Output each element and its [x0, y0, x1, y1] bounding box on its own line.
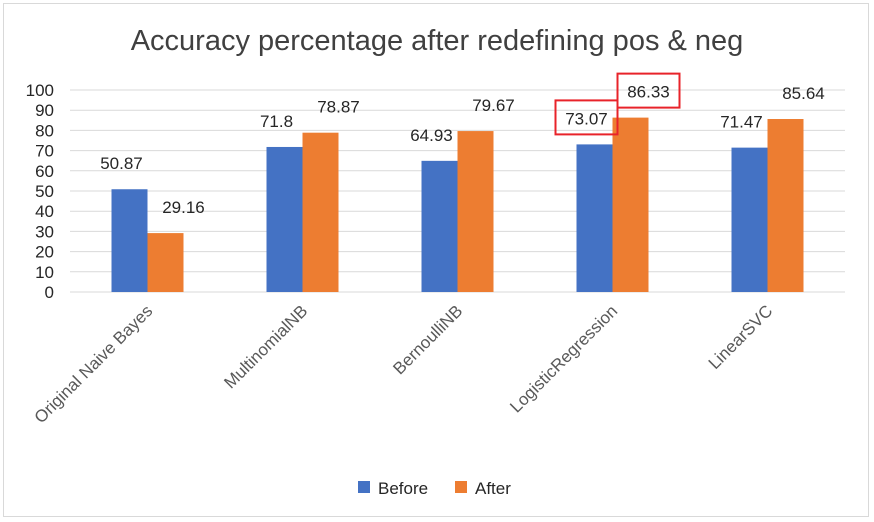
- y-tick-label: 100: [26, 81, 54, 100]
- data-labels: 50.87 29.16 71.8 78.87 64.93 79.67 73.07 86.33 7…: [100, 83, 825, 217]
- data-label-after-original-naive-bayes: 29.16: [162, 198, 205, 217]
- legend-label-before: Before: [378, 479, 428, 498]
- data-label-after-linearsvc: 85.64: [782, 84, 825, 103]
- bar-before-logisticregression: [576, 144, 613, 292]
- highlight-box-before-logisticregression: [554, 99, 619, 136]
- bar-after-original-naive-bayes: [147, 233, 184, 292]
- gridlines: [70, 89, 845, 293]
- y-tick-label: 20: [35, 243, 54, 262]
- data-label-before-logisticregression: 73.07: [565, 109, 608, 128]
- legend-swatch-after: [455, 481, 467, 493]
- bar-after-bernoullinb: [457, 131, 494, 292]
- legend-label-after: After: [475, 479, 511, 498]
- bar-before-linearsvc: [731, 147, 768, 292]
- y-tick-label: 30: [35, 222, 54, 241]
- y-tick-label: 80: [35, 121, 54, 140]
- y-tick-label: 70: [35, 142, 54, 161]
- data-label-after-bernoullinb: 79.67: [472, 96, 515, 115]
- x-tick-label-logisticregression: LogisticRegression: [506, 301, 621, 416]
- legend: Before After: [358, 479, 511, 498]
- legend-swatch-before: [358, 481, 370, 493]
- data-label-after-logisticregression: 86.33: [627, 83, 670, 102]
- x-tick-label-multinomialnb: MultinomialNB: [220, 301, 311, 392]
- bar-after-multinomialnb: [302, 132, 339, 292]
- highlight-boxes: [554, 72, 681, 136]
- y-tick-label: 90: [35, 101, 54, 120]
- y-tick-label: 10: [35, 263, 54, 282]
- y-tick-label: 40: [35, 202, 54, 221]
- bars: [111, 117, 804, 292]
- x-tick-label-bernoullinb: BernoulliNB: [389, 301, 466, 378]
- x-tick-label-linearsvc: LinearSVC: [705, 301, 777, 373]
- highlight-box-after-logisticregression: [616, 72, 681, 109]
- data-label-after-multinomialnb: 78.87: [317, 98, 360, 117]
- data-label-before-linearsvc: 71.47: [720, 113, 763, 132]
- y-tick-label: 50: [35, 182, 54, 201]
- y-tick-label: 60: [35, 162, 54, 181]
- bar-before-multinomialnb: [266, 146, 303, 292]
- x-axis-ticks: Original Naive Bayes MultinomialNB Bernoul…: [31, 301, 777, 427]
- data-label-before-original-naive-bayes: 50.87: [100, 154, 143, 173]
- data-label-before-multinomialnb: 71.8: [260, 112, 293, 131]
- y-tick-label: 0: [45, 283, 54, 302]
- bar-before-bernoullinb: [421, 160, 458, 292]
- data-label-before-bernoullinb: 64.93: [410, 126, 453, 145]
- bar-after-linearsvc: [767, 119, 804, 292]
- x-tick-label-original-naive-bayes: Original Naive Bayes: [31, 301, 157, 427]
- bar-after-logisticregression: [612, 117, 649, 292]
- bar-before-original-naive-bayes: [111, 189, 148, 292]
- chart-title: Accuracy percentage after redefining pos…: [131, 25, 744, 57]
